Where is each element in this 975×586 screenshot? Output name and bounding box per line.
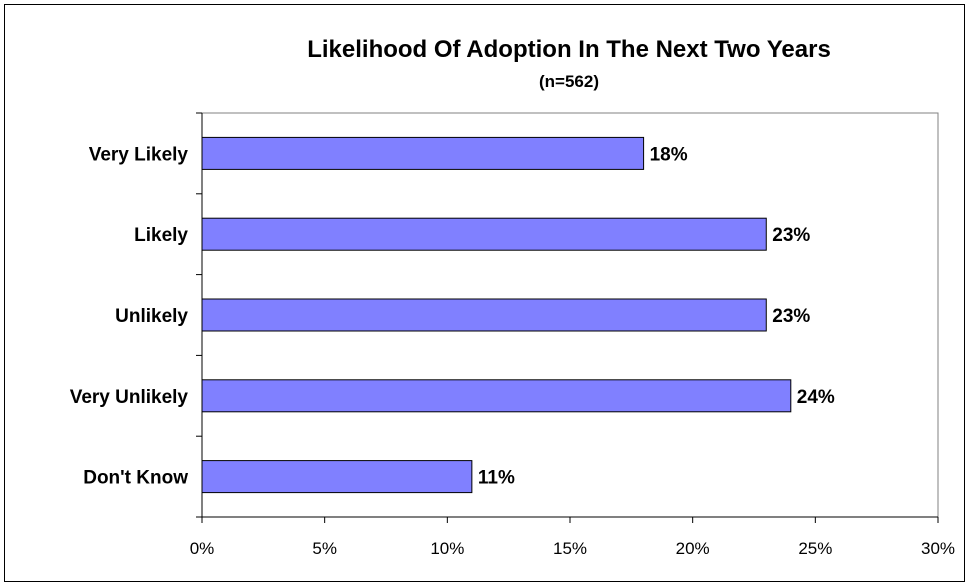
category-label: Don't Know: [83, 468, 188, 489]
category-label: Unlikely: [115, 306, 188, 327]
data-label: 23%: [772, 225, 810, 246]
category-label: Very Likely: [89, 144, 189, 165]
x-tick-label: 20%: [676, 539, 710, 558]
x-tick-label: 10%: [430, 539, 464, 558]
data-label: 11%: [478, 468, 515, 489]
bar-likely: [201, 217, 767, 251]
x-tick-label: 25%: [798, 539, 832, 558]
x-tick-label: 5%: [312, 539, 337, 558]
bar-unlikely: [201, 298, 767, 332]
category-label: Very Unlikely: [70, 387, 189, 408]
data-label: 18%: [650, 144, 688, 165]
category-label: Likely: [134, 225, 188, 246]
bar-very-unlikely: [201, 379, 792, 413]
chart-title: Likelihood Of Adoption In The Next Two Y…: [307, 36, 831, 63]
x-tick-label: 15%: [553, 539, 587, 558]
x-tick-label: 30%: [921, 539, 955, 558]
x-tick-label: 0%: [190, 539, 215, 558]
chart-subtitle: (n=562): [539, 72, 599, 91]
data-label: 24%: [797, 387, 835, 408]
data-label: 23%: [772, 306, 810, 327]
bar-don-t-know: [201, 460, 473, 494]
chart-frame: [4, 4, 965, 582]
bar-very-likely: [201, 136, 645, 170]
